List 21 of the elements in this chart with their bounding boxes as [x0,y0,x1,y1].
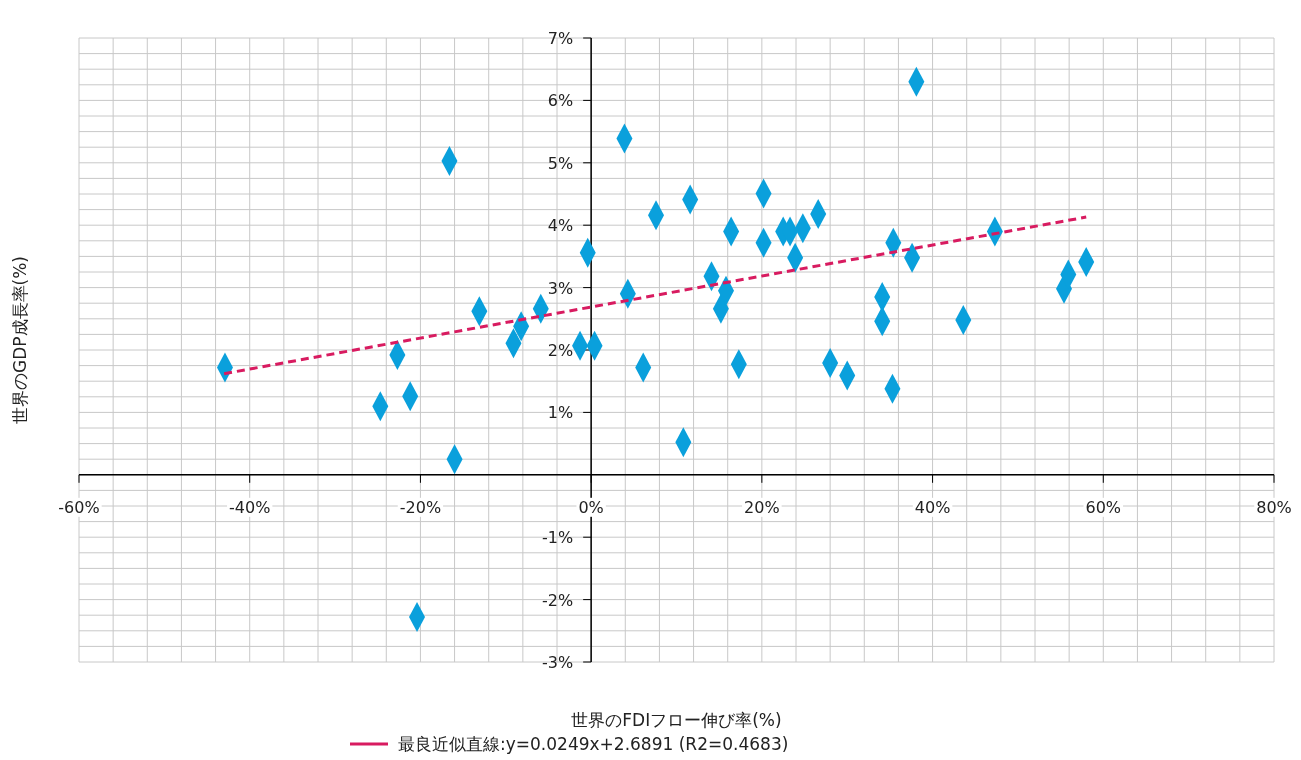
x-axis-title: 世界のFDIフロー伸び率(%) [571,710,782,730]
x-tick-label: 80% [1256,497,1292,517]
y-tick-label: -3% [541,653,574,672]
y-tick-label: 3% [547,278,574,298]
y-tick-label: 7% [547,29,574,48]
y-tick-label: 4% [547,216,574,236]
x-tick-label: -40% [229,497,271,517]
y-tick-label: -2% [541,590,574,610]
y-tick-label: 1% [547,403,574,423]
x-tick-label: 40% [914,497,951,517]
y-tick-label: -1% [541,528,574,548]
x-tick-label: 20% [744,497,780,517]
x-tick-label: 60% [1085,497,1122,517]
y-tick-label: 6% [547,91,574,111]
y-tick-label: 2% [547,341,574,360]
y-tick-label: 5% [547,153,574,173]
x-tick-label: -20% [399,497,442,517]
y-axis-title: 世界のGDP成長率(%) [10,256,30,424]
x-tick-label: -60% [58,497,100,517]
x-tick-label: 0% [578,497,604,517]
legend-label: 最良近似直線:y=0.0249x+2.6891 (R2=0.4683) [398,734,789,754]
